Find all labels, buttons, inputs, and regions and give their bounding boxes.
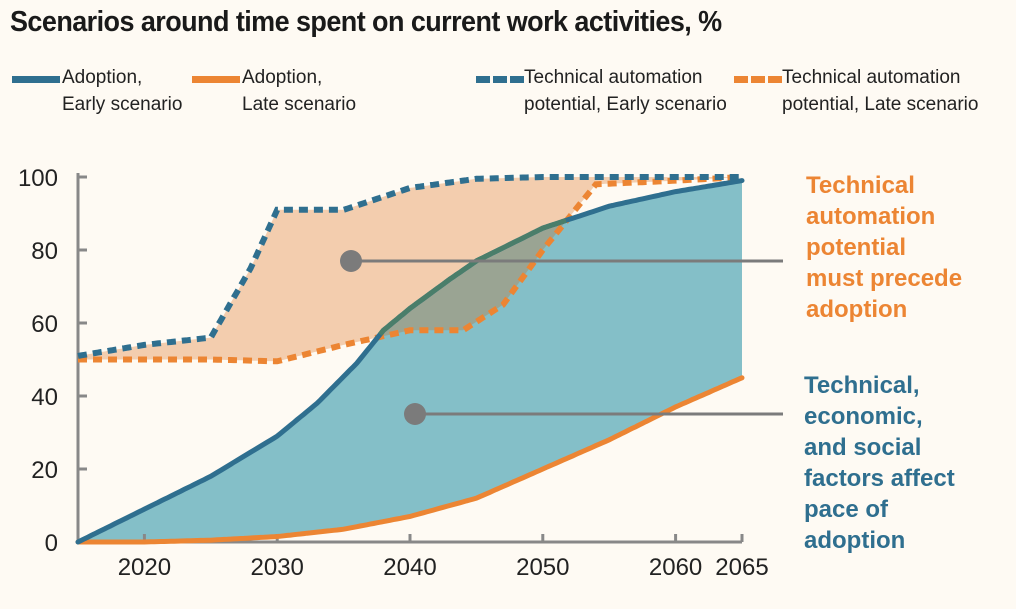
y-tick-label: 80: [31, 238, 58, 265]
x-tick-label: 2060: [649, 554, 702, 581]
chart-callouts: [340, 250, 783, 425]
overlap-band: [78, 177, 742, 362]
legend-swatch-solid-teal: [12, 76, 60, 83]
legend-label: Technical automation potential, Early sc…: [524, 67, 727, 115]
callout-dot-potential: [340, 250, 362, 272]
y-tick-label: 100: [18, 165, 58, 192]
x-tick-label: 2030: [251, 554, 304, 581]
annotation-adoption: Technical, economic, and social factors …: [804, 372, 955, 554]
adoption-band: [78, 180, 742, 542]
legend-label: Adoption, Late scenario: [242, 67, 357, 115]
potential-band: [78, 177, 742, 362]
legend-swatch-solid-orange: [192, 76, 240, 83]
x-tick-label: 2020: [118, 554, 171, 581]
x-tick-label: 2040: [383, 554, 436, 581]
legend-label: Adoption, Early scenario: [62, 67, 183, 115]
series-adoption-early-overlap: [378, 218, 567, 336]
series-adoption-late: [75, 375, 745, 545]
x-tick-label: 2050: [516, 554, 569, 581]
y-tick-label: 20: [31, 457, 58, 484]
series-potential-early: [77, 174, 742, 359]
y-tick-label: 40: [31, 384, 58, 411]
y-tick-label: 0: [45, 530, 58, 557]
annotation-potential: Technical automation potential must prec…: [806, 172, 963, 323]
y-tick-label: 60: [31, 311, 58, 338]
chart-lines: [75, 174, 745, 545]
chart-title: Scenarios around time spent on current w…: [10, 6, 722, 38]
legend-swatch-dotted-teal: [476, 76, 524, 83]
x-tick-label: 2065: [715, 554, 768, 581]
chart-fills: [78, 177, 742, 542]
callout-dot-adoption: [404, 403, 426, 425]
legend-swatch-dotted-orange: [734, 76, 782, 83]
legend-label: Technical automation potential, Late sce…: [782, 67, 979, 115]
series-potential-late: [78, 174, 743, 365]
